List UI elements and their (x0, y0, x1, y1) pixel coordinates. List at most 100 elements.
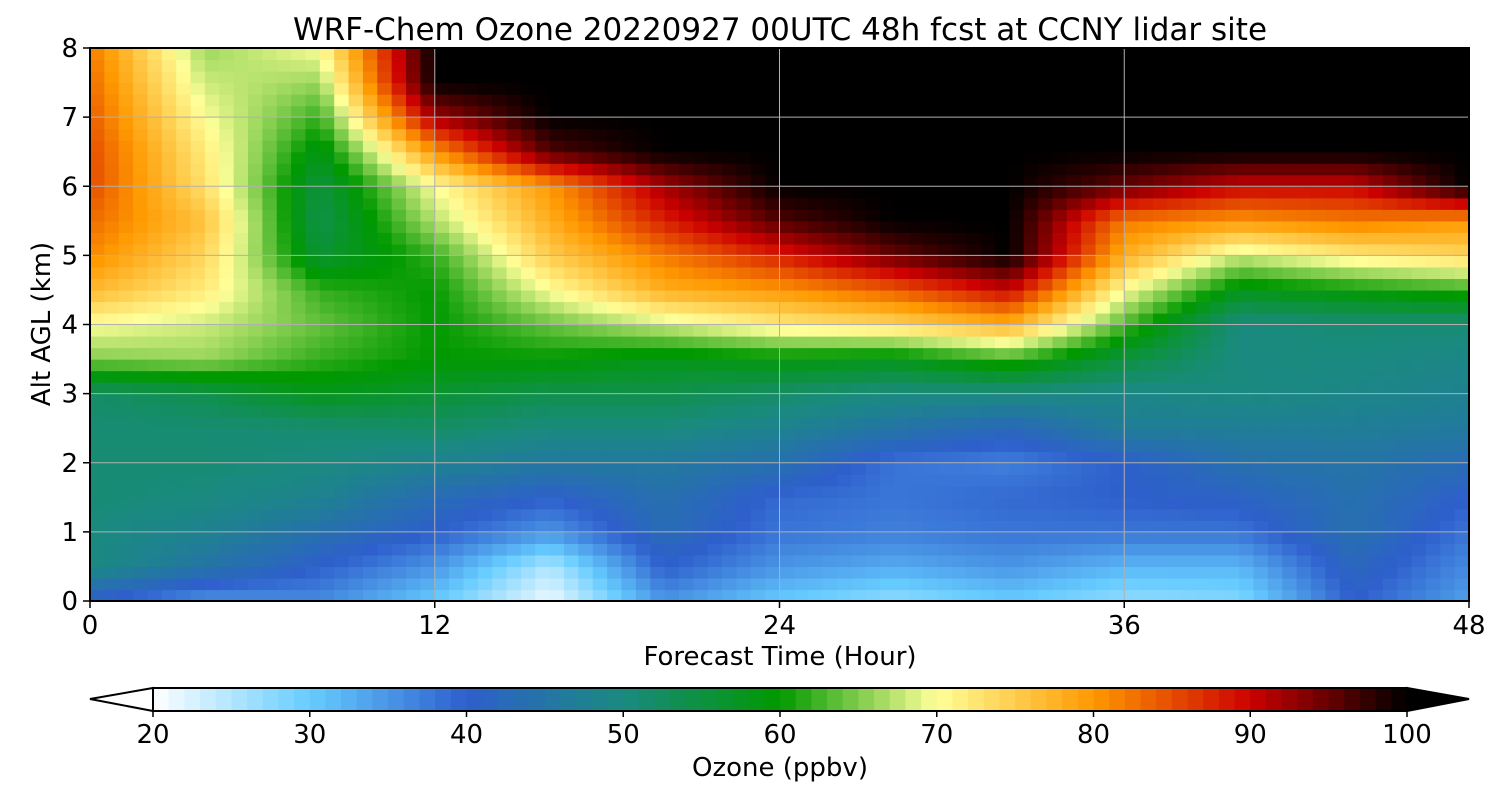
heatmap-cell (90, 105, 105, 118)
heatmap-cell (923, 359, 939, 372)
heatmap-cell (980, 336, 996, 349)
heatmap-cell (779, 566, 795, 579)
heatmap-cell (1138, 243, 1154, 256)
heatmap-cell (707, 289, 723, 303)
heatmap-cell (204, 71, 220, 84)
heatmap-cell (1325, 151, 1341, 164)
heatmap-cell (693, 462, 709, 475)
heatmap-cell (736, 117, 752, 130)
heatmap-cell (1023, 531, 1039, 544)
heatmap-cell (1339, 508, 1355, 521)
heatmap-cell (1253, 462, 1269, 475)
heatmap-cell (980, 255, 996, 268)
colorbar-swatch (1077, 688, 1095, 711)
colorbar-swatch (732, 688, 750, 711)
heatmap-cell (750, 232, 766, 245)
heatmap-cell (980, 531, 996, 544)
y-tick-label: 0 (61, 587, 78, 617)
heatmap-cell (765, 59, 781, 72)
heatmap-cell (650, 485, 666, 498)
heatmap-cell (894, 416, 910, 429)
heatmap-cell (822, 174, 838, 187)
heatmap-cell (980, 324, 996, 337)
heatmap-cell (980, 105, 996, 118)
heatmap-cell (635, 577, 651, 591)
heatmap-cell (190, 197, 206, 210)
heatmap-cell (1296, 48, 1312, 61)
heatmap-cell (779, 439, 795, 452)
heatmap-cell (377, 105, 393, 118)
heatmap-cell (722, 451, 737, 464)
heatmap-cell (779, 71, 795, 84)
colorbar-swatch (874, 688, 891, 711)
heatmap-cell (578, 336, 594, 349)
heatmap-cell (722, 508, 737, 521)
heatmap-cell (650, 497, 666, 510)
heatmap-cell (1440, 163, 1456, 176)
heatmap-cell (607, 589, 623, 602)
heatmap-cell (535, 301, 551, 314)
heatmap-cell (894, 289, 910, 303)
heatmap-cell (348, 416, 364, 429)
heatmap-cell (1310, 232, 1326, 245)
heatmap-cell (894, 439, 910, 452)
heatmap-cell (1239, 554, 1255, 568)
heatmap-cell (463, 577, 479, 591)
heatmap-cell (722, 312, 737, 326)
heatmap-cell (578, 589, 594, 602)
heatmap-cell (1454, 324, 1470, 337)
heatmap-cell (1368, 451, 1384, 464)
heatmap-cell (894, 163, 910, 176)
heatmap-cell (1296, 531, 1312, 544)
heatmap-cell (865, 497, 881, 510)
heatmap-cell (161, 382, 177, 395)
heatmap-cell (291, 243, 307, 256)
heatmap-cell (793, 566, 809, 579)
heatmap-cell (362, 255, 378, 268)
heatmap-cell (880, 266, 896, 280)
heatmap-cell (1066, 151, 1082, 164)
colorbar-swatch (1234, 688, 1251, 711)
heatmap-cell (248, 439, 263, 452)
heatmap-cell (1038, 59, 1054, 72)
heatmap-cell (994, 543, 1010, 556)
heatmap-cell (937, 543, 953, 556)
heatmap-cell (1354, 393, 1370, 406)
heatmap-cell (994, 128, 1010, 141)
heatmap-cell (291, 105, 307, 118)
heatmap-cell (650, 163, 666, 176)
heatmap-cell (966, 289, 982, 303)
heatmap-cell (1354, 416, 1370, 429)
heatmap-cell (621, 347, 637, 360)
heatmap-cell (908, 336, 924, 349)
heatmap-cell (1052, 232, 1068, 245)
heatmap-cell (190, 324, 206, 337)
heatmap-cell (765, 485, 781, 498)
heatmap-cell (520, 336, 536, 349)
heatmap-cell (520, 128, 536, 141)
heatmap-cell (1253, 336, 1269, 349)
heatmap-cell (822, 59, 838, 72)
heatmap-cell (851, 117, 867, 130)
heatmap-cell (1181, 428, 1197, 441)
heatmap-cell (147, 243, 163, 256)
heatmap-cell (1052, 71, 1068, 84)
heatmap-cell (118, 266, 134, 280)
heatmap-cell (1425, 347, 1441, 360)
heatmap-cell (765, 209, 781, 222)
heatmap-cell (1038, 82, 1054, 95)
heatmap-cell (334, 232, 350, 245)
heatmap-cell (434, 312, 450, 326)
heatmap-cell (262, 485, 278, 498)
heatmap-cell (836, 197, 852, 210)
heatmap-cell (980, 485, 996, 498)
heatmap-cell (377, 393, 393, 406)
heatmap-cell (1296, 439, 1312, 452)
heatmap-cell (1009, 566, 1025, 579)
heatmap-cell (233, 151, 249, 164)
heatmap-cell (1296, 359, 1312, 372)
heatmap-cell (104, 82, 120, 95)
heatmap-cell (923, 589, 939, 602)
heatmap-cell (1152, 128, 1168, 141)
heatmap-cell (951, 117, 967, 130)
